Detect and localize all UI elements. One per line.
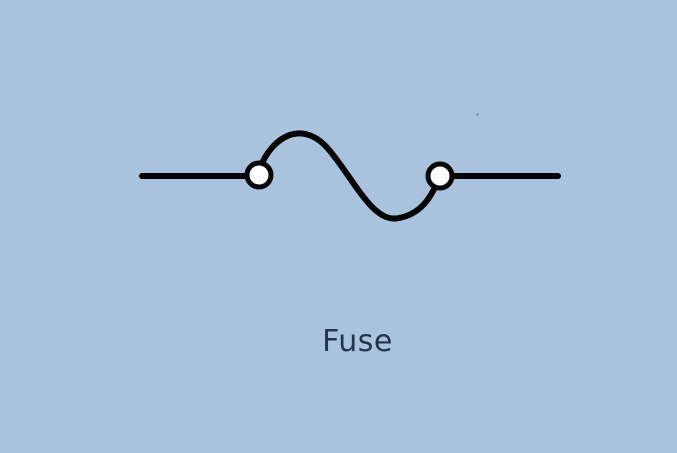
fuse-left-terminal: [244, 160, 274, 190]
fuse-label: Fuse: [322, 324, 393, 359]
background-speck: [476, 113, 479, 116]
fuse-link-curve: [255, 130, 443, 222]
fuse-right-terminal: [425, 161, 455, 191]
